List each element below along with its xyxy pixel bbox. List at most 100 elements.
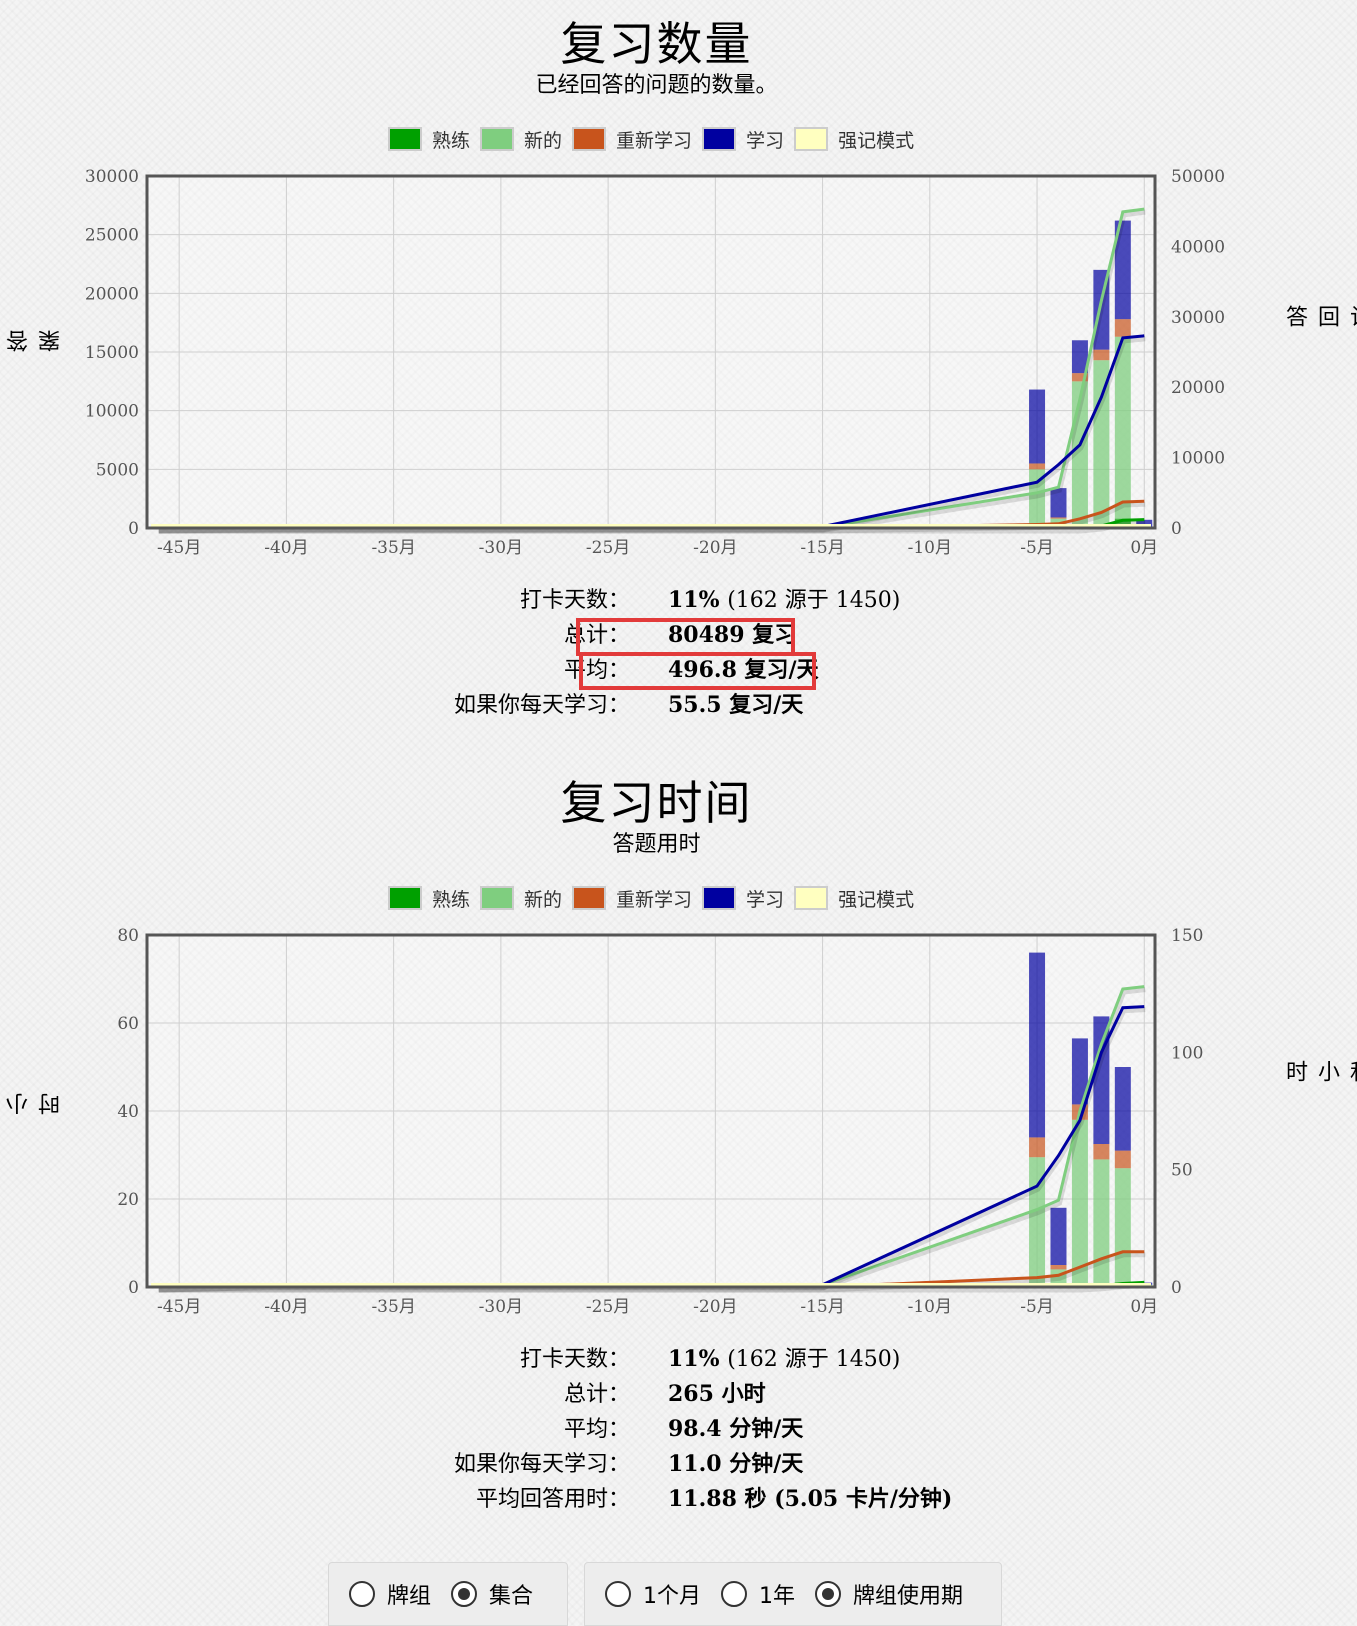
- x-tick-label: -25月: [586, 1297, 630, 1317]
- legend-label-relearn: 重新学习: [616, 888, 693, 911]
- radio-deck-life-circle[interactable]: [815, 1581, 841, 1607]
- reviews-legend: 熟练 新的 重新学习 学习 强记模式: [388, 124, 924, 154]
- radio-deck-circle[interactable]: [349, 1581, 375, 1607]
- time-legend: 熟练 新的 重新学习 学习 强记模式: [388, 883, 924, 913]
- time-title: 复习时间: [560, 776, 753, 830]
- radio-1-year-label: 1年: [759, 1584, 795, 1609]
- reviews-stats: 打卡天数： 11% (162 源于 1450) 总计： 80489 复习 平均： 49…: [0, 583, 1313, 723]
- radio-collection-circle[interactable]: [451, 1581, 478, 1607]
- bar-segment: [1029, 1157, 1046, 1287]
- y2-tick-label: 100: [1171, 1043, 1203, 1063]
- legend-swatch-relearn: [574, 888, 605, 908]
- bar-segment: [1071, 340, 1088, 374]
- x-tick-label: -25月: [586, 538, 630, 558]
- stat-value: 11.0 分钟/天: [668, 1451, 804, 1477]
- x-tick-label: -45月: [157, 1297, 201, 1317]
- stat-value: 11%: [668, 587, 720, 613]
- y2-tick-label: 40000: [1171, 237, 1225, 257]
- bar-segment: [1029, 389, 1046, 464]
- legend-label-cram: 强记模式: [838, 129, 915, 152]
- legend-swatch-learn: [704, 129, 735, 149]
- x-tick-label: -5月: [1020, 1297, 1054, 1317]
- time-y2-axis-title: 总和 小时: [1282, 1060, 1357, 1082]
- cram-baseline: [151, 1283, 1151, 1286]
- y2-tick-label: 50000: [1171, 167, 1225, 187]
- radio-deck[interactable]: 牌组: [349, 1578, 431, 1610]
- legend-swatch-cram: [796, 129, 827, 149]
- x-tick-label: 0月: [1130, 1297, 1158, 1317]
- radio-deck-life[interactable]: 牌组使用期: [815, 1578, 963, 1610]
- y2-tick-label: 0: [1171, 1278, 1182, 1298]
- y2-tick-label: 10000: [1171, 449, 1225, 469]
- time-stats: 打卡天数： 11% (162 源于 1450) 总计： 265 小时 平均： 98.4…: [0, 1342, 1313, 1517]
- legend-swatch-cram: [796, 888, 827, 908]
- y-tick-label: 80: [117, 926, 139, 946]
- legend-label-new: 新的: [524, 888, 563, 911]
- bar-segment: [1093, 1016, 1110, 1144]
- stat-row-if-daily: 如果你每天学习： 11.0 分钟/天: [0, 1447, 1313, 1482]
- radio-1-month[interactable]: 1个月: [605, 1578, 701, 1610]
- x-tick-label: -35月: [371, 1297, 415, 1317]
- legend-label-mature: 熟练: [432, 129, 471, 152]
- y-tick-label: 0: [128, 1278, 139, 1298]
- stat-label: 总计：: [563, 1382, 630, 1407]
- radio-1-year-circle[interactable]: [721, 1581, 747, 1607]
- legend-label-relearn: 重新学习: [616, 129, 693, 152]
- bar-segment: [1050, 488, 1067, 518]
- stat-row-average: 平均： 98.4 分钟/天: [0, 1412, 1313, 1447]
- legend-item-learn: 学习: [702, 885, 784, 912]
- legend-swatch-mature: [390, 129, 420, 149]
- x-tick-label: -20月: [693, 538, 737, 558]
- legend-item-learn: 学习: [702, 126, 784, 153]
- plot-frame: [145, 933, 1157, 1289]
- radio-1-month-circle[interactable]: [605, 1581, 631, 1607]
- legend-label-new: 新的: [524, 129, 563, 152]
- y-tick-label: 10000: [85, 402, 139, 422]
- stat-label: 打卡天数：: [519, 1347, 630, 1372]
- bar-segment: [1071, 1119, 1088, 1287]
- legend-swatch-mature: [390, 888, 420, 908]
- radio-deck-life-label: 牌组使用期: [853, 1584, 964, 1609]
- legend-swatch-learn: [704, 888, 735, 908]
- y2-tick-label: 30000: [1171, 308, 1225, 328]
- radio-1-year[interactable]: 1年: [721, 1578, 795, 1610]
- legend-swatch-relearn: [574, 129, 605, 149]
- y2-tick-label: 150: [1171, 926, 1203, 946]
- bar-segment: [1114, 1168, 1131, 1283]
- y-tick-label: 60: [117, 1014, 139, 1034]
- x-tick-label: -15月: [800, 538, 844, 558]
- stat-value: 496.8 复习/天: [668, 657, 819, 683]
- x-tick-label: -15月: [800, 1297, 844, 1317]
- x-tick-label: -30月: [479, 1297, 523, 1317]
- bar-segment: [1029, 1137, 1046, 1158]
- legend-item-cram: 强记模式: [794, 885, 914, 912]
- stat-row-days: 打卡天数： 11% (162 源于 1450): [0, 583, 1313, 618]
- bar-segment: [1114, 1067, 1131, 1151]
- stat-value: 265 小时: [668, 1381, 766, 1407]
- stat-value: 98.4 分钟/天: [668, 1416, 804, 1442]
- x-tick-label: -20月: [693, 1297, 737, 1317]
- stat-row-if-daily: 如果你每天学习： 55.5 复习/天: [0, 688, 1313, 723]
- legend-label-cram: 强记模式: [838, 888, 915, 911]
- cumulative-line-shadow: [158, 336, 1146, 534]
- radio-collection[interactable]: 集合: [451, 1578, 533, 1610]
- cram-baseline: [151, 524, 1151, 527]
- y-tick-label: 15000: [85, 343, 139, 363]
- bar-segment: [1114, 1150, 1131, 1169]
- y2-tick-label: 50: [1171, 1161, 1193, 1181]
- bar-segment: [1029, 952, 1046, 1138]
- stat-value: 11%: [668, 1346, 720, 1372]
- legend-item-mature: 熟练: [388, 126, 470, 153]
- period-selector: 1个月 1年 牌组使用期: [584, 1562, 1002, 1626]
- time-chart: -45月 -40月 -35月 -30月 -25月 -20月 -15月 -10月 -5月 0月 0 20…: [117, 926, 1203, 1317]
- x-tick-label: -40月: [264, 1297, 308, 1317]
- radio-1-month-label: 1个月: [643, 1584, 701, 1609]
- stat-row-days: 打卡天数： 11% (162 源于 1450): [0, 1342, 1313, 1377]
- stat-label: 平均：: [563, 658, 630, 683]
- stat-label: 总计：: [563, 623, 630, 648]
- cumulative-line-shadow: [158, 1252, 1146, 1293]
- stat-extra: (162 源于 1450): [727, 588, 901, 613]
- reviews-subtitle: 已经回答的问题的数量。: [535, 73, 778, 98]
- stat-row-answer-time: 平均回答用时： 11.88 秒 (5.05 卡片/分钟): [0, 1482, 1313, 1517]
- bar-segment: [1050, 1207, 1067, 1265]
